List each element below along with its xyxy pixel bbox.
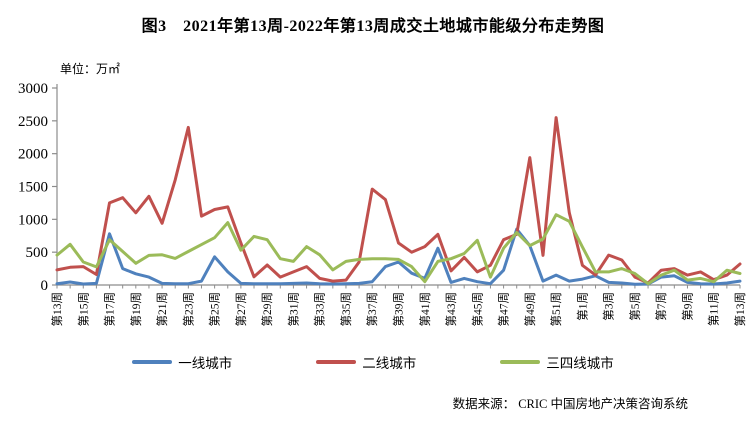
x-tick-label: 第33周 (313, 292, 327, 327)
series-line-三四线城市 (55, 213, 742, 286)
tier1-line-swatch (132, 360, 173, 364)
x-tick-label: 第11周 (707, 292, 721, 326)
x-tick-label: 第15周 (76, 292, 90, 327)
x-tick-label: 第23周 (181, 292, 195, 327)
y-tick-label: 2500 (18, 114, 48, 130)
x-tick-label: 第13周 (50, 292, 64, 327)
x-tick-label: 第45周 (470, 292, 484, 327)
series-line-二线城市 (55, 116, 742, 285)
x-tick-label: 第37周 (365, 292, 379, 327)
x-tick-label: 第21周 (155, 292, 169, 327)
unit-label: 单位：万㎡ (60, 62, 121, 76)
y-tick-label: 3000 (18, 81, 48, 97)
x-tick-label: 第49周 (523, 292, 537, 327)
x-tick-label: 第3周 (602, 292, 616, 321)
y-tick-label: 2000 (18, 147, 48, 163)
x-tick-label: 第47周 (497, 292, 511, 327)
legend-item-tier2: 二线城市 (316, 352, 416, 372)
x-tick-label: 第39周 (392, 292, 406, 327)
data-source: 数据来源： CRIC 中国房地产决策咨询系统 (452, 397, 688, 411)
x-tick-label: 第13周 (733, 292, 746, 327)
legend-label-tier1: 一线城市 (178, 356, 233, 371)
chart-legend: 一线城市 二线城市 三四线城市 (0, 352, 746, 372)
x-tick-label: 第1周 (575, 292, 589, 321)
x-tick-label: 第27周 (234, 292, 248, 327)
legend-item-tier34: 三四线城市 (500, 352, 614, 372)
y-tick-label: 500 (26, 245, 49, 261)
x-tick-label: 第31周 (286, 292, 300, 327)
x-tick-label: 第9周 (680, 292, 694, 321)
legend-label-tier2: 二线城市 (362, 356, 417, 371)
x-tick-label: 第25周 (208, 292, 222, 327)
x-tick-label: 第17周 (103, 292, 117, 327)
series-line-一线城市 (55, 227, 742, 286)
y-tick-label: 0 (41, 278, 49, 294)
x-tick-label: 第19周 (129, 292, 143, 327)
chart-title: 图3 2021年第13周-2022年第13周成交土地城市能级分布走势图 (141, 18, 605, 35)
x-tick-label: 第41周 (418, 292, 432, 327)
x-tick-label: 第5周 (628, 292, 642, 321)
tier34-line-swatch (500, 360, 541, 364)
legend-item-tier1: 一线城市 (132, 352, 232, 372)
x-tick-label: 第51周 (549, 292, 563, 327)
legend-label-tier34: 三四线城市 (546, 356, 614, 371)
y-tick-label: 1500 (18, 180, 48, 196)
x-tick-label: 第35周 (339, 292, 353, 327)
x-tick-label: 第43周 (444, 292, 458, 327)
y-tick-label: 1000 (18, 212, 48, 228)
tier2-line-swatch (316, 360, 357, 364)
x-tick-label: 第29周 (260, 292, 274, 327)
x-tick-label: 第7周 (654, 292, 668, 321)
